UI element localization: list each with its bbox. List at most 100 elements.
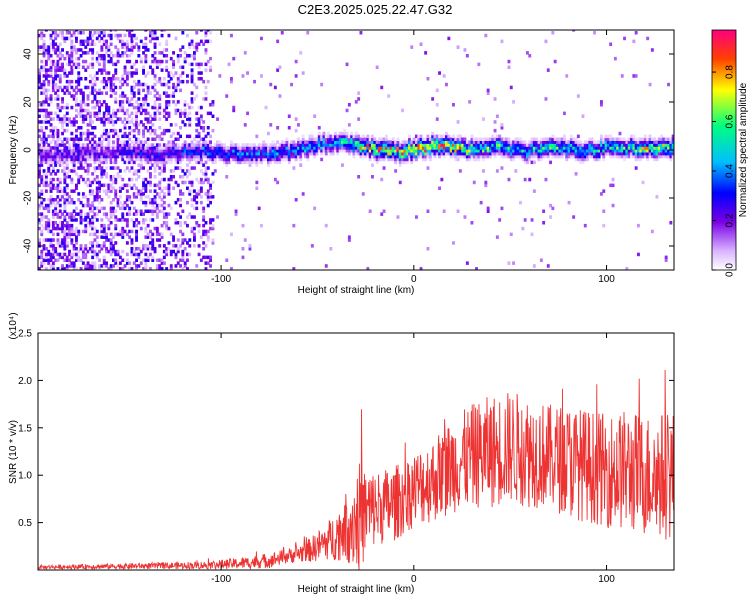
spectrogram-cell <box>310 149 314 153</box>
spectrogram-cell <box>454 140 458 144</box>
spectrogram-cell <box>132 33 136 38</box>
spectrogram-cell <box>86 85 90 90</box>
spectrogram-cell <box>482 143 485 147</box>
snr-x-label: Height of straight line (km) <box>298 584 415 595</box>
spectrogram-cell <box>507 140 511 144</box>
spectrogram-cell <box>56 267 60 270</box>
spectrogram-cell <box>477 146 481 150</box>
spectrogram-cell <box>373 157 377 162</box>
spectrogram-cell <box>278 154 282 159</box>
spectrogram-cell <box>63 71 67 75</box>
spectrogram-cell <box>91 267 95 270</box>
spectrogram-cell <box>109 120 113 124</box>
spectrogram-cell <box>93 79 97 84</box>
spectrogram-cell <box>634 140 638 144</box>
spectrogram-cell <box>586 154 589 159</box>
spectrogram-cell <box>128 267 132 270</box>
spectrogram-cell <box>121 206 125 211</box>
spectrogram-cell <box>79 175 83 179</box>
spectrogram-cell <box>482 117 485 121</box>
spectrogram-cell <box>91 77 95 81</box>
spectrogram-cell <box>415 149 418 153</box>
spectrogram-cell <box>179 175 182 179</box>
spectrogram-cell <box>139 149 143 153</box>
spectrogram-cell <box>639 154 643 159</box>
spectrogram-cell <box>378 149 381 153</box>
spectrogram-cell <box>100 229 104 234</box>
spectrogram-cell <box>165 100 169 104</box>
spectrogram-cell <box>375 157 379 162</box>
spectrogram-cell <box>412 157 416 162</box>
spectrogram-cell <box>125 223 129 228</box>
spectrogram-cell <box>151 146 155 150</box>
spectrogram-cell <box>114 71 118 75</box>
spectrogram-cell <box>81 97 85 101</box>
spectrogram-cell <box>112 151 115 156</box>
spectrogram-cell <box>202 79 206 84</box>
spectrogram-cell <box>58 65 62 69</box>
spectrogram-cell <box>396 154 400 159</box>
spectrogram-cell <box>105 103 108 107</box>
spectrogram-cell <box>72 252 76 257</box>
spectrogram-cell <box>61 117 64 121</box>
spectrogram-cell <box>51 226 55 231</box>
spectrogram-cell <box>172 169 175 173</box>
spectrogram-cell <box>95 117 99 121</box>
x-tick-label: -100 <box>211 574 231 585</box>
spectrogram-cell <box>91 39 95 44</box>
spectrogram-cell <box>149 149 152 153</box>
spectrogram-cell <box>294 128 298 133</box>
spectrogram-cell <box>371 151 374 156</box>
spectrogram-cell <box>456 134 460 139</box>
spectrogram-cell <box>234 146 238 150</box>
spectrogram-cell <box>109 149 113 153</box>
spectrogram-cell <box>667 151 670 156</box>
spectrogram-cell <box>72 229 76 234</box>
spectrogram-cell <box>225 151 229 156</box>
spectrogram-cell <box>532 149 536 153</box>
spectrogram-cell <box>58 77 62 81</box>
spectrogram-cell <box>139 154 143 159</box>
spectrogram-cell <box>112 175 115 179</box>
spectrogram-cell <box>190 62 194 67</box>
spectrogram-cell <box>179 258 182 262</box>
spectrogram-cell <box>419 42 423 46</box>
spectrogram-cell <box>183 221 187 225</box>
spectrogram-cell <box>68 36 71 41</box>
spectrogram-cell <box>132 206 136 211</box>
spectrogram-cell <box>186 117 189 121</box>
spectrogram-cell <box>75 212 78 216</box>
spectrogram-cell <box>458 146 462 150</box>
spectrogram-cell <box>116 198 120 202</box>
spectrogram-cell <box>142 146 145 150</box>
spectrogram-cell <box>211 100 215 104</box>
spectrogram-cell <box>380 157 384 162</box>
spectrogram-cell <box>195 123 199 127</box>
spectrogram-cell <box>144 183 148 188</box>
spectrogram-cell <box>158 103 162 107</box>
spectrogram-cell <box>472 140 476 144</box>
spectrogram-cell <box>86 143 90 147</box>
spectrogram-cell <box>54 143 58 147</box>
spectrogram-cell <box>593 157 596 162</box>
spectrogram-cell <box>475 137 478 141</box>
spectrogram-cell <box>118 206 122 211</box>
spectrogram-cell <box>116 117 120 121</box>
spectrogram-cell <box>128 30 132 32</box>
spectrogram-cell <box>49 54 53 58</box>
spectrogram-cell <box>489 149 492 153</box>
spectrogram-cell <box>93 143 97 147</box>
spectrogram-cell <box>137 157 141 162</box>
spectrogram-cell <box>49 42 53 46</box>
spectrogram-cell <box>401 160 404 165</box>
spectrogram-cell <box>114 131 118 136</box>
spectrogram-cell <box>209 146 212 150</box>
spectrogram-cell <box>79 31 83 35</box>
spectrogram-cell <box>130 177 134 182</box>
spectrogram-cell <box>63 209 67 213</box>
spectrogram-cell <box>79 258 83 262</box>
spectrogram-cell <box>77 255 81 260</box>
spectrogram-cell <box>63 229 67 234</box>
spectrogram-cell <box>153 157 157 162</box>
spectrogram-cell <box>572 137 576 141</box>
